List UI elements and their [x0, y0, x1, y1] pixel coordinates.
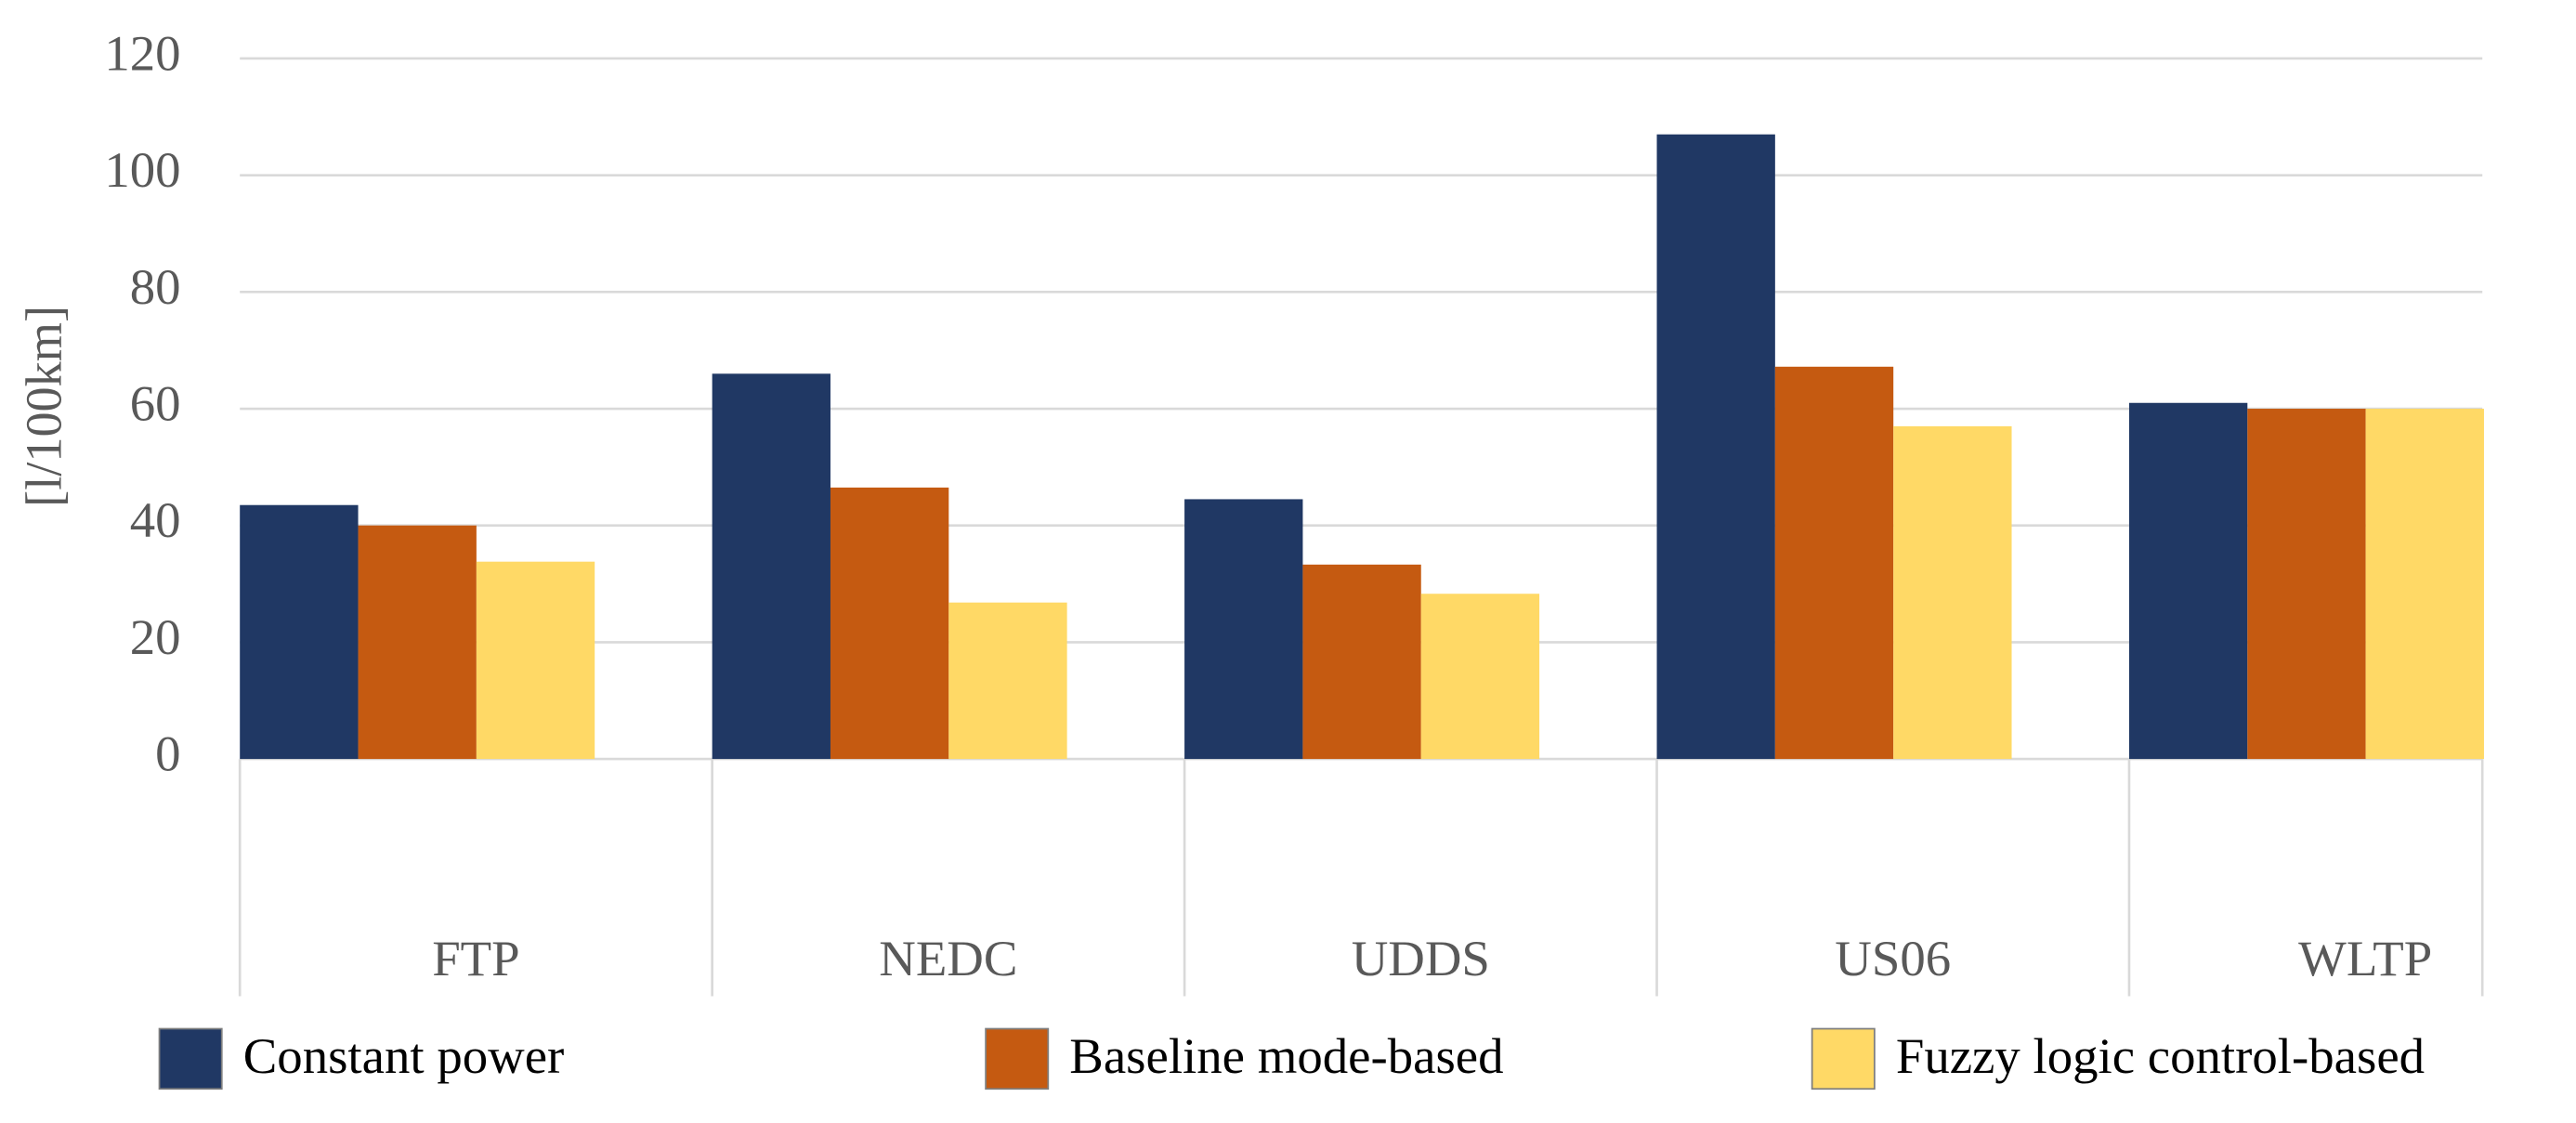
y-tick-label: 120 [104, 25, 180, 82]
bar [2365, 409, 2484, 760]
legend-label: Constant power [243, 1027, 565, 1084]
x-tick-label: UDDS [1352, 930, 1490, 986]
bar [1302, 564, 1421, 760]
bar [830, 487, 949, 760]
bar [1420, 594, 1540, 760]
bar [1656, 134, 1775, 760]
y-tick-label: 100 [104, 141, 180, 198]
bar [2128, 402, 2248, 760]
y-tick-label: 80 [130, 258, 181, 315]
x-tick-label: WLTP [2298, 930, 2432, 986]
bar [2247, 409, 2366, 760]
bar [240, 504, 359, 760]
bar [948, 602, 1067, 760]
legend-swatch [985, 1027, 1050, 1090]
bar [1184, 499, 1303, 760]
legend-label: Fuzzy logic control-based [1896, 1027, 2425, 1084]
bar [1774, 366, 1894, 760]
y-axis-label: [l/100km] [15, 306, 72, 507]
y-tick-label: 60 [130, 375, 181, 432]
bar [358, 525, 477, 760]
x-tick-label: NEDC [879, 930, 1017, 986]
legend-label: Baseline mode-based [1069, 1027, 1503, 1084]
bar [712, 373, 830, 760]
legend-swatch [158, 1027, 223, 1090]
x-tick-label: FTP [432, 930, 519, 986]
bar [1893, 425, 2012, 760]
y-tick-label: 40 [130, 491, 181, 548]
x-tick-label: US06 [1835, 930, 1951, 986]
bar [476, 561, 595, 760]
y-tick-label: 0 [155, 725, 180, 782]
legend-swatch [1811, 1027, 1876, 1090]
y-tick-label: 20 [130, 608, 181, 665]
